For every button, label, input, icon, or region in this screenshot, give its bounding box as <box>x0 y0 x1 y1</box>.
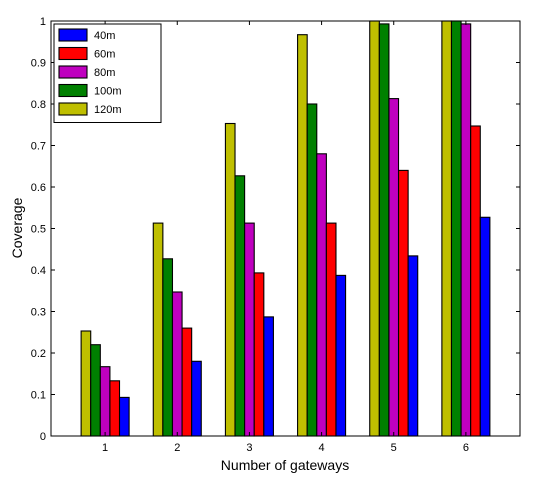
legend-swatch-120m <box>58 102 88 116</box>
bar-120m-gateways-1 <box>80 330 92 437</box>
y-tick-label: 0.8 <box>31 99 46 111</box>
bar-100m-gateways-6 <box>450 20 462 437</box>
legend-swatch-60m <box>58 46 88 61</box>
bar-120m-gateways-3 <box>224 122 236 437</box>
bar-40m-gateways-1 <box>118 396 130 437</box>
y-tick-label: 1 <box>40 16 46 28</box>
x-axis-label: Number of gateways <box>221 457 349 473</box>
x-tick-label: 5 <box>391 442 397 454</box>
y-tick-label: 0.5 <box>31 224 46 236</box>
bar-60m-gateways-5 <box>397 169 409 437</box>
y-axis-ticks: 0 0.1 0.2 0.3 0.4 0.5 0.6 0.7 0.8 0.9 1 <box>31 16 520 443</box>
bar-120m-gateways-6 <box>441 20 453 437</box>
bar-80m-gateways-3 <box>244 222 255 437</box>
bar-60m-gateways-3 <box>253 272 265 437</box>
legend-label-120m: 120m <box>94 104 122 116</box>
bar-120m-gateways-4 <box>297 34 308 437</box>
legend-label-80m: 80m <box>94 67 115 79</box>
bar-120m-gateways-5 <box>369 20 380 437</box>
bar-100m-gateways-5 <box>378 23 390 437</box>
bar-40m-gateways-3 <box>263 316 274 437</box>
bar-60m-gateways-2 <box>181 327 193 437</box>
legend-swatch-80m <box>58 65 88 79</box>
bar-80m-gateways-2 <box>171 291 183 437</box>
y-tick-label: 0.4 <box>31 265 46 277</box>
legend-label-60m: 60m <box>94 49 115 61</box>
bar-100m-gateways-4 <box>306 103 318 437</box>
bar-40m-gateways-5 <box>407 255 419 437</box>
x-tick-label: 2 <box>174 442 180 454</box>
legend-label-40m: 40m <box>94 30 115 42</box>
y-tick-label: 0.3 <box>31 307 46 319</box>
x-tick-label: 6 <box>463 442 469 454</box>
y-tick-label: 0 <box>40 431 46 443</box>
bar-80m-gateways-4 <box>316 153 327 437</box>
bar-40m-gateways-2 <box>191 360 202 437</box>
bar-80m-gateways-6 <box>460 23 472 437</box>
y-tick-label: 0.1 <box>31 390 46 402</box>
bar-40m-gateways-6 <box>479 216 491 437</box>
bar-40m-gateways-4 <box>335 274 347 437</box>
bar-60m-gateways-6 <box>470 125 481 437</box>
legend: 40m 60m 80m 100m 120m <box>53 23 162 123</box>
bar-100m-gateways-2 <box>162 258 174 437</box>
bar-120m-gateways-2 <box>152 222 164 437</box>
bar-60m-gateways-4 <box>325 222 337 437</box>
bar-100m-gateways-1 <box>90 344 101 437</box>
y-tick-label: 0.2 <box>31 348 46 360</box>
plot-frame <box>50 20 521 437</box>
x-tick-label: 4 <box>319 442 325 454</box>
bar-100m-gateways-3 <box>234 175 246 437</box>
bar-80m-gateways-1 <box>99 366 111 437</box>
x-axis-ticks: 1 2 3 4 5 6 <box>102 21 469 454</box>
bar-60m-gateways-1 <box>109 380 121 437</box>
y-tick-label: 0.6 <box>31 182 46 194</box>
y-axis-label: Coverage <box>9 197 25 258</box>
legend-label-100m: 100m <box>94 86 122 98</box>
x-tick-label: 1 <box>102 442 108 454</box>
legend-swatch-40m <box>58 28 88 42</box>
x-tick-label: 3 <box>246 442 252 454</box>
y-tick-label: 0.7 <box>31 141 46 153</box>
legend-swatch-100m <box>58 83 88 98</box>
bar-80m-gateways-5 <box>388 98 400 437</box>
y-tick-label: 0.9 <box>31 58 46 70</box>
